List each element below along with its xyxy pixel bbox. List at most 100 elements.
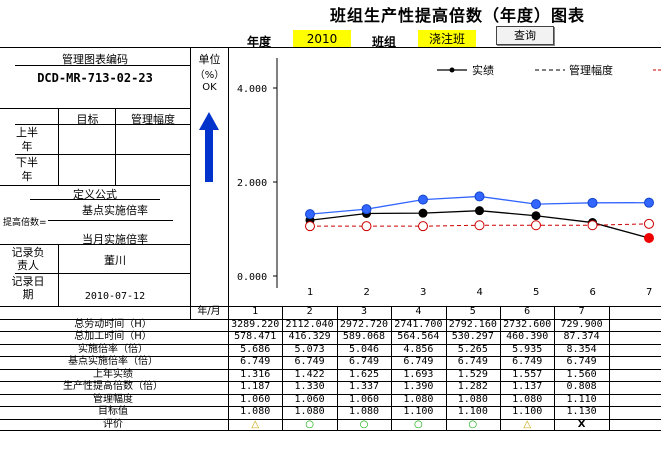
year-label: 年度 [247,35,272,49]
table-cell: 1.080 [348,406,380,417]
table-cell: 5.935 [512,343,543,355]
table-cell: 1.130 [566,406,597,417]
data-point [418,221,428,232]
table-cell: 1.282 [457,381,488,392]
up-arrow-icon [199,112,219,182]
frame-top [0,47,661,48]
eval-symbol: X [577,418,586,430]
eval-symbol: △ [251,418,260,430]
data-point [474,191,485,202]
table-cell: 1.060 [240,393,271,405]
formula-label: 定义公式 [73,188,117,201]
month-header-cell: 6 [524,306,531,317]
table-cell: 1.080 [240,406,271,417]
table-cell: 589.068 [342,331,386,342]
table-cell: 578.471 [234,331,277,342]
table-cell: 1.529 [457,368,488,380]
x-tick-label: 1 [307,287,313,298]
recorder-value: 董川 [104,254,126,267]
status-ok: OK [202,82,217,93]
data-point [361,221,372,232]
table-cell: 6.749 [566,356,597,367]
data-point [418,194,428,205]
table-cell: 530.297 [451,331,494,342]
query-button[interactable]: 查询 [496,26,554,45]
eval-symbol: ○ [414,418,423,430]
x-tick-labels: 1 2 3 4 5 6 7 [307,287,652,298]
recorder-label: 记录负责人 [11,246,45,272]
table-cell: 1.080 [512,393,543,405]
table-cell: 1.080 [403,393,434,405]
year-select[interactable]: 2010 [293,30,351,48]
target-header: 目标 [76,113,99,126]
table-cell: 1.557 [512,368,543,380]
table-cell: 5.686 [240,343,271,355]
table-cell: 3289.220 [231,318,280,330]
formula-lhs: 提高倍数= [3,218,47,228]
eval-symbol: ○ [359,418,369,430]
table-cell: 6.749 [240,356,271,367]
legend-label: 管理幅度 [569,63,613,77]
table-cell: 0.808 [566,381,597,392]
month-header-cell: 1 [252,306,259,317]
table-row-label: 总劳动时间（H） [74,318,152,330]
x-tick-label: 2 [364,287,370,298]
unit-label: 单位 [198,53,221,66]
table-cell: 2741.700 [394,318,443,330]
formula-denominator: 当月实施倍率 [82,233,148,246]
table-cell: 564.564 [397,331,440,342]
table-cell: 2112.040 [285,318,334,330]
data-point [305,209,315,220]
code-label: 管理图表编码 [62,53,128,66]
table-row-label: 评价 [103,418,123,430]
eval-symbol: △ [523,418,532,430]
team-label: 班组 [372,35,397,49]
x-tick-label: 5 [533,287,539,298]
x-tick-label: 4 [477,287,483,298]
table-cell: 5.073 [294,343,325,355]
x-tick-label: 6 [590,287,596,298]
table-cell: 1.316 [240,368,271,380]
table-cell: 5.046 [348,343,380,355]
eval-symbol: ○ [305,418,314,430]
table-cell: 1.100 [512,406,543,417]
first-half-label: 上半年 [16,126,38,153]
table-cell: 1.137 [512,381,543,392]
table-cell: 1.330 [294,381,325,392]
table-cell: 1.390 [403,381,434,392]
data-point [644,197,654,208]
legend-marker [449,67,455,73]
second-half-label: 下半年 [16,156,38,183]
series-layer [305,191,654,244]
unit-panel-border [228,47,229,319]
line-chart: 4.000 2.000 0.000 1 2 3 4 5 6 7 实绩 管理幅度 [237,58,661,298]
data-point [475,206,484,216]
table-cell: 729.900 [560,318,603,330]
table-cell: 2792.160 [448,318,497,330]
table-cell: 1.100 [457,406,488,417]
month-header-cell: 7 [578,306,585,317]
data-point [644,218,654,229]
data-point [531,199,541,210]
range-header: 管理幅度 [131,113,175,126]
table-cell: 1.080 [457,393,488,405]
table-cell: 4.856 [403,343,434,355]
month-header: 年/月 [197,306,221,317]
table-cell: 1.422 [294,368,325,380]
eval-symbol: ○ [468,418,478,430]
left-panel-border [190,47,191,319]
table-row-label: 目标值 [98,406,128,417]
table-cell: 6.749 [457,356,488,367]
legend: 实绩 管理幅度 [437,63,661,77]
data-point [474,220,485,231]
y-tick-label: 4.000 [237,84,267,95]
table-cell: 416.329 [288,331,331,342]
x-tick-label: 7 [646,287,652,298]
table-cell: 2972.720 [339,318,389,330]
table-cell: 6.749 [294,356,325,367]
table-cell: 1.060 [348,393,380,405]
team-select[interactable]: 浇注班 [418,30,476,48]
legend-label: 实绩 [472,63,494,77]
table-cell: 2732.600 [503,318,552,330]
table-cell: 5.265 [457,343,488,355]
